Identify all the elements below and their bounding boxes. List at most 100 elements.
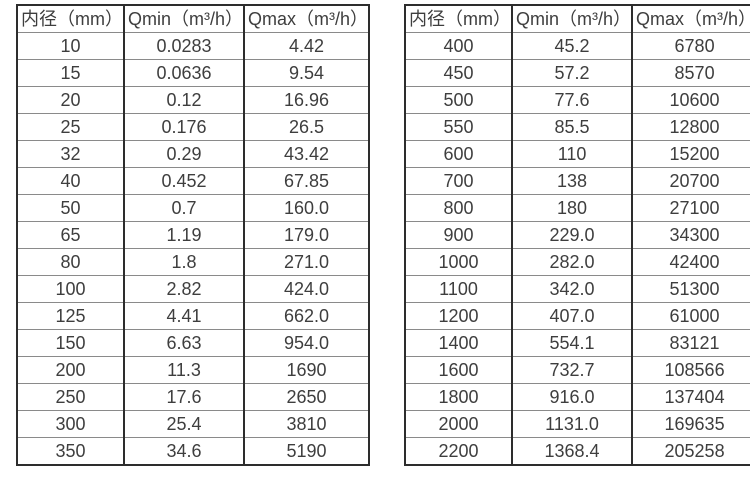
- table-row: 550 85.5 12800: [404, 113, 750, 141]
- table-cell: 800: [404, 194, 514, 222]
- flow-rate-table-small-diameters: 内径（mm） Qmin（m³/h） Qmax（m³/h） 10 0.0283 4.42 1…: [16, 4, 371, 466]
- table-row: 150 6.63 954.0: [16, 329, 371, 357]
- table-cell: 550: [404, 113, 514, 141]
- table-cell: 11.3: [122, 356, 246, 384]
- table-cell: 400: [404, 32, 514, 60]
- table-row: 1200 407.0 61000: [404, 302, 750, 330]
- column-header: 内径（mm）: [16, 4, 125, 33]
- table-cell: 27100: [631, 194, 750, 222]
- table-cell: 4.42: [243, 32, 371, 60]
- table-cell: 1131.0: [511, 410, 634, 438]
- table-cell: 17.6: [122, 383, 246, 411]
- table-cell: 2000: [404, 410, 514, 438]
- table-cell: 65: [16, 221, 125, 249]
- table-cell: 169635: [631, 410, 750, 438]
- table-cell: 271.0: [243, 248, 371, 276]
- table-cell: 5190: [243, 437, 371, 466]
- table-cell: 0.176: [122, 113, 246, 141]
- table-cell: 1200: [404, 302, 514, 330]
- header-row: 内径（mm） Qmin（m³/h） Qmax（m³/h）: [16, 4, 371, 33]
- table-cell: 9.54: [243, 59, 371, 87]
- table-row: 800 180 27100: [404, 194, 750, 222]
- column-header: Qmin（m³/h）: [511, 4, 634, 33]
- table-cell: 25.4: [122, 410, 246, 438]
- table-row: 65 1.19 179.0: [16, 221, 371, 249]
- table-cell: 16.96: [243, 86, 371, 114]
- table-cell: 51300: [631, 275, 750, 303]
- table-cell: 250: [16, 383, 125, 411]
- column-header: Qmin（m³/h）: [122, 4, 246, 33]
- table-row: 500 77.6 10600: [404, 86, 750, 114]
- table-cell: 3810: [243, 410, 371, 438]
- table-cell: 150: [16, 329, 125, 357]
- table-row: 700 138 20700: [404, 167, 750, 195]
- table-cell: 0.0283: [122, 32, 246, 60]
- table-cell: 77.6: [511, 86, 634, 114]
- table-row: 50 0.7 160.0: [16, 194, 371, 222]
- table-row: 250 17.6 2650: [16, 383, 371, 411]
- table-cell: 732.7: [511, 356, 634, 384]
- table-cell: 180: [511, 194, 634, 222]
- table-row: 300 25.4 3810: [16, 410, 371, 438]
- table-cell: 67.85: [243, 167, 371, 195]
- table-cell: 85.5: [511, 113, 634, 141]
- table-cell: 0.7: [122, 194, 246, 222]
- table-cell: 25: [16, 113, 125, 141]
- table-row: 450 57.2 8570: [404, 59, 750, 87]
- column-header: Qmax（m³/h）: [243, 4, 371, 33]
- table-cell: 12800: [631, 113, 750, 141]
- table-cell: 0.0636: [122, 59, 246, 87]
- table-cell: 110: [511, 140, 634, 168]
- table-cell: 26.5: [243, 113, 371, 141]
- table-cell: 100: [16, 275, 125, 303]
- table-cell: 57.2: [511, 59, 634, 87]
- table-cell: 407.0: [511, 302, 634, 330]
- column-header: Qmax（m³/h）: [631, 4, 750, 33]
- table-cell: 1400: [404, 329, 514, 357]
- table-row: 1000 282.0 42400: [404, 248, 750, 276]
- table-cell: 20700: [631, 167, 750, 195]
- table-cell: 32: [16, 140, 125, 168]
- table-cell: 15: [16, 59, 125, 87]
- table-row: 1400 554.1 83121: [404, 329, 750, 357]
- table-cell: 200: [16, 356, 125, 384]
- table-row: 2000 1131.0 169635: [404, 410, 750, 438]
- table-cell: 160.0: [243, 194, 371, 222]
- table-cell: 0.12: [122, 86, 246, 114]
- table-row: 200 11.3 1690: [16, 356, 371, 384]
- table-row: 900 229.0 34300: [404, 221, 750, 249]
- table-cell: 108566: [631, 356, 750, 384]
- table-row: 125 4.41 662.0: [16, 302, 371, 330]
- table-cell: 600: [404, 140, 514, 168]
- table-cell: 40: [16, 167, 125, 195]
- table-row: 10 0.0283 4.42: [16, 32, 371, 60]
- table-cell: 342.0: [511, 275, 634, 303]
- table-cell: 80: [16, 248, 125, 276]
- table-cell: 350: [16, 437, 125, 466]
- table-cell: 34.6: [122, 437, 246, 466]
- table-cell: 4.41: [122, 302, 246, 330]
- table-cell: 15200: [631, 140, 750, 168]
- table-cell: 137404: [631, 383, 750, 411]
- table-cell: 424.0: [243, 275, 371, 303]
- table-cell: 83121: [631, 329, 750, 357]
- table-cell: 45.2: [511, 32, 634, 60]
- table-cell: 50: [16, 194, 125, 222]
- table-cell: 179.0: [243, 221, 371, 249]
- table-cell: 554.1: [511, 329, 634, 357]
- table-cell: 10: [16, 32, 125, 60]
- table-cell: 1690: [243, 356, 371, 384]
- table-row: 100 2.82 424.0: [16, 275, 371, 303]
- table-row: 40 0.452 67.85: [16, 167, 371, 195]
- column-header: 内径（mm）: [404, 4, 514, 33]
- table-cell: 138: [511, 167, 634, 195]
- table-cell: 1000: [404, 248, 514, 276]
- table-cell: 34300: [631, 221, 750, 249]
- table-cell: 450: [404, 59, 514, 87]
- table-cell: 1.19: [122, 221, 246, 249]
- table-row: 25 0.176 26.5: [16, 113, 371, 141]
- table-cell: 500: [404, 86, 514, 114]
- table-row: 80 1.8 271.0: [16, 248, 371, 276]
- table-cell: 1600: [404, 356, 514, 384]
